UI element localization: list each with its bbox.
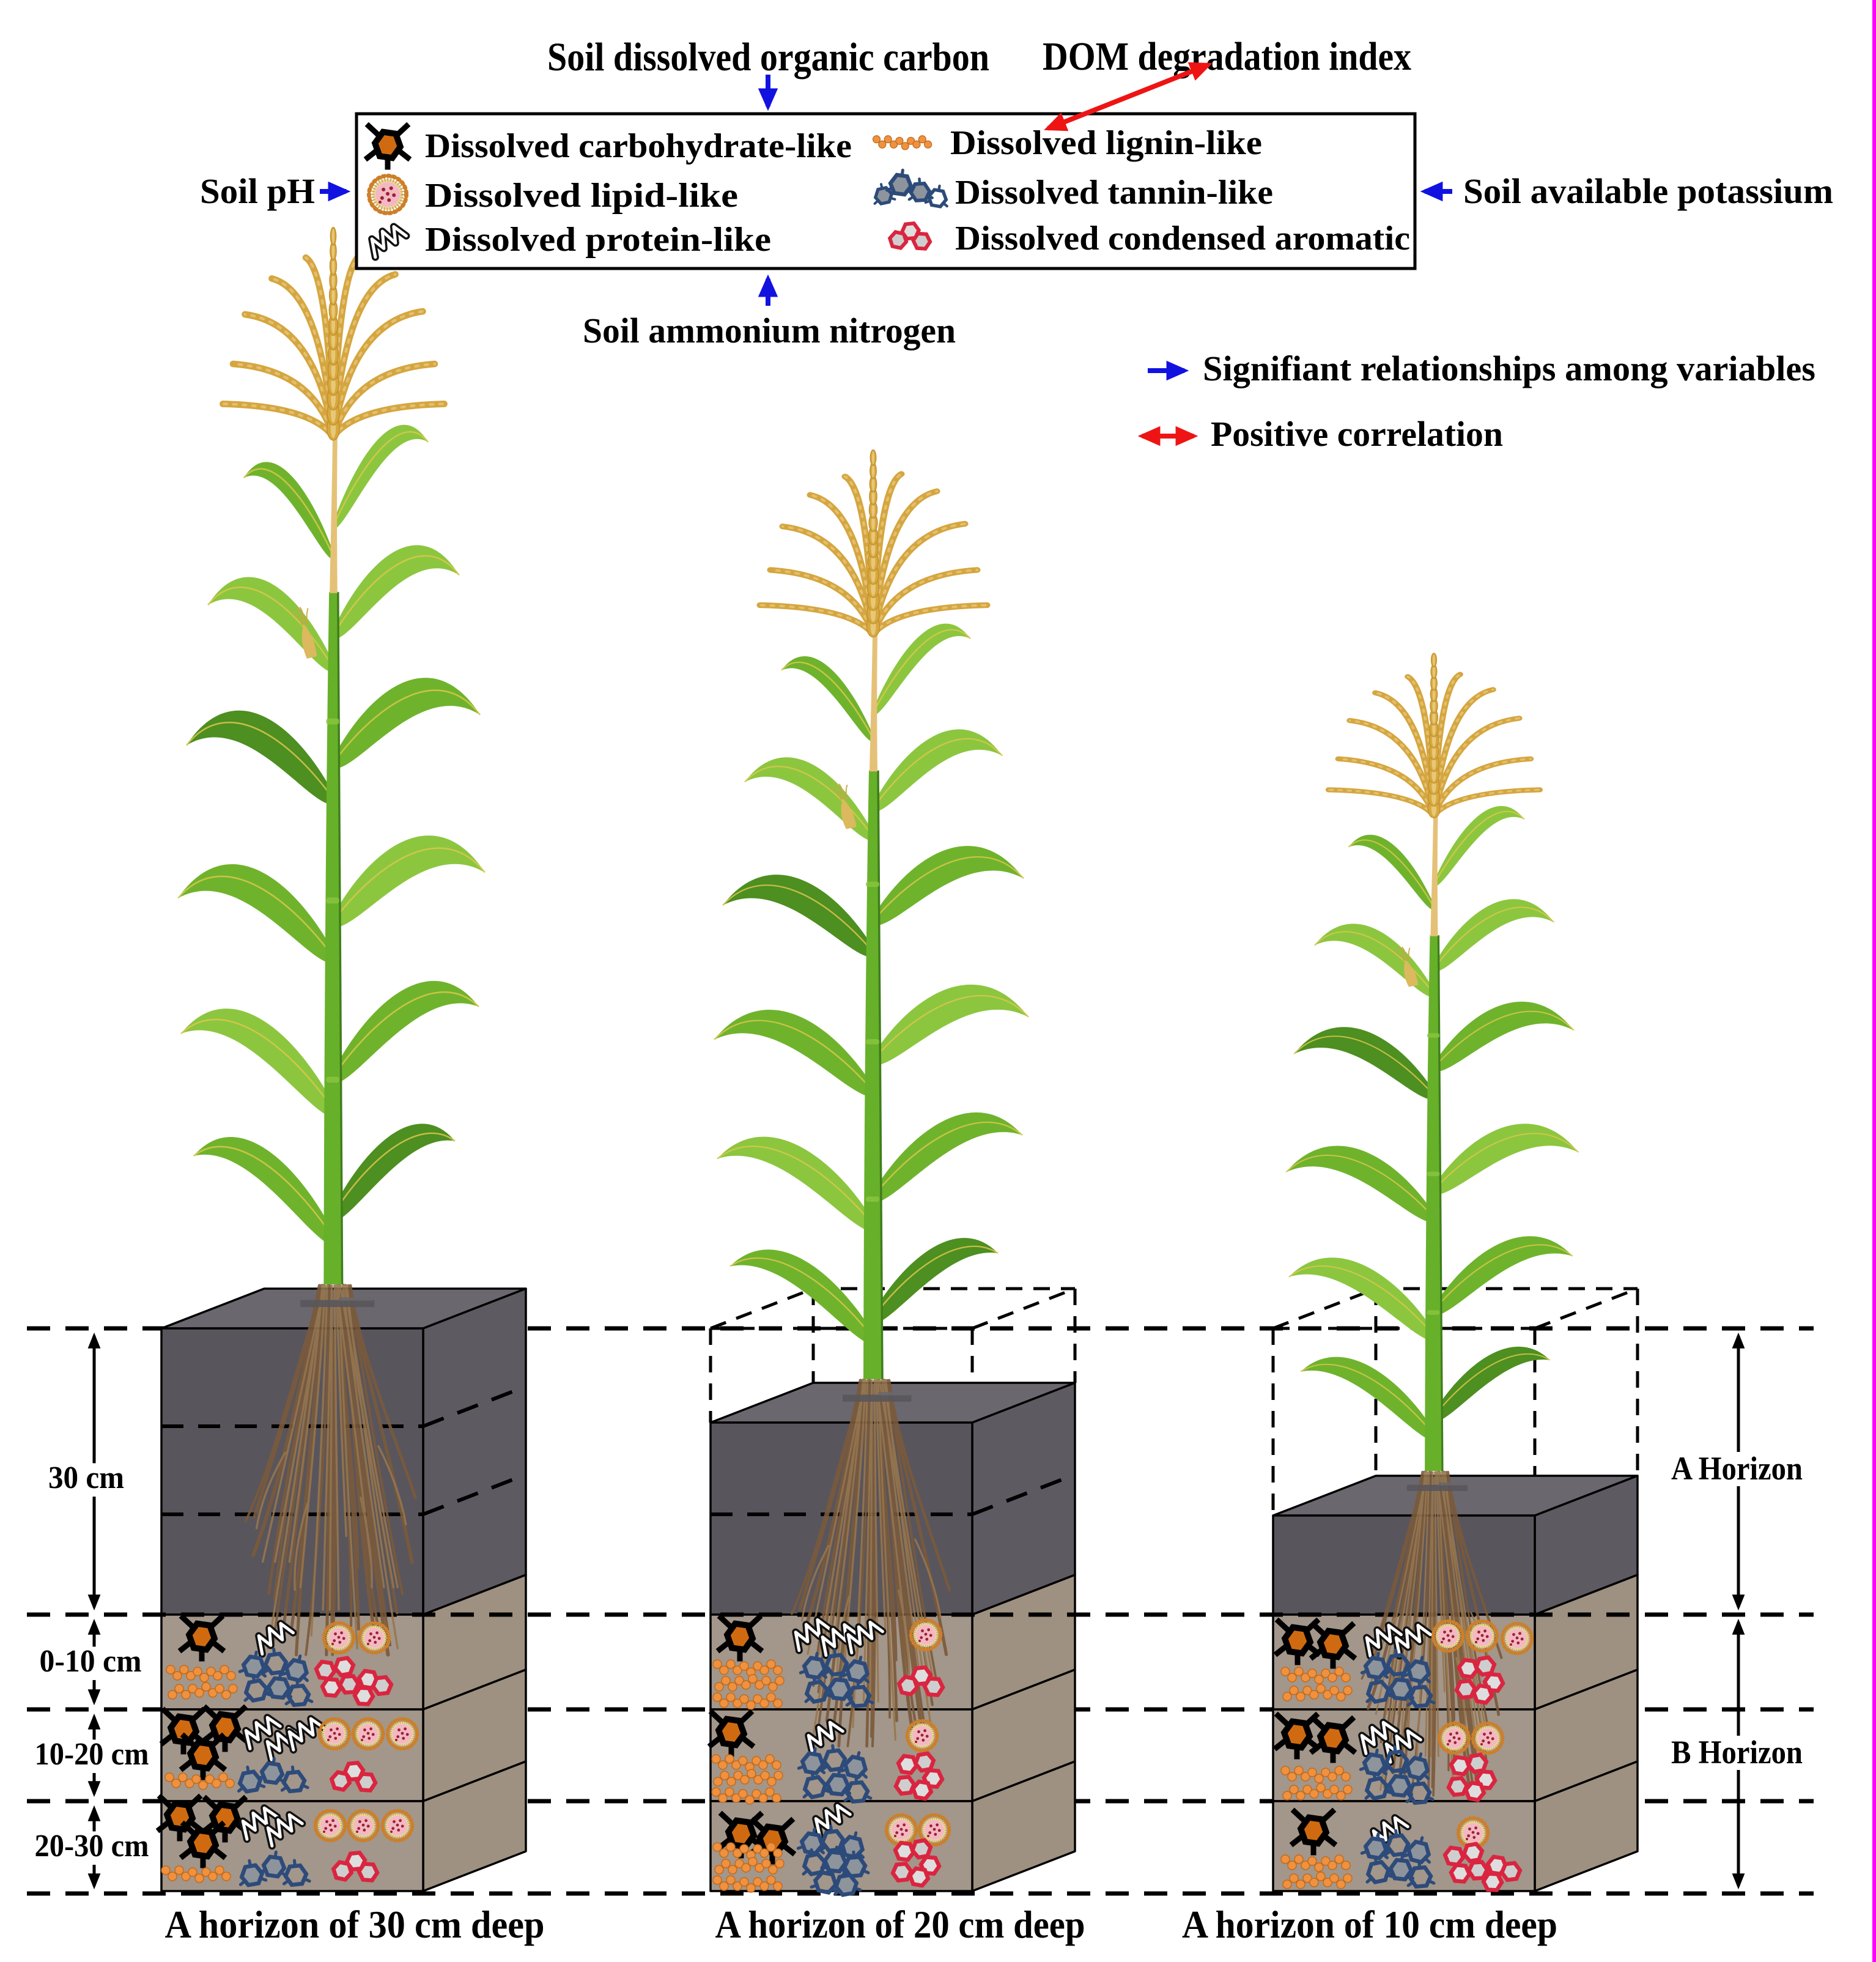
svg-text:10-20 cm: 10-20 cm bbox=[35, 1737, 149, 1772]
svg-text:B Horizon: B Horizon bbox=[1671, 1734, 1803, 1771]
svg-text:Soil dissolved organic carbon: Soil dissolved organic carbon bbox=[547, 35, 989, 80]
svg-text:Dissolved lipid-like: Dissolved lipid-like bbox=[425, 177, 738, 215]
svg-text:Dissolved lignin-like: Dissolved lignin-like bbox=[950, 124, 1262, 162]
svg-text:Soil ammonium nitrogen: Soil ammonium nitrogen bbox=[583, 311, 956, 350]
svg-text:DOM degradation index: DOM degradation index bbox=[1043, 34, 1411, 79]
svg-text:Soil available potassium: Soil available potassium bbox=[1463, 171, 1833, 211]
svg-text:30 cm: 30 cm bbox=[48, 1460, 124, 1495]
svg-text:0-10 cm: 0-10 cm bbox=[40, 1644, 142, 1679]
svg-text:A horizon of 10 cm deep: A horizon of 10 cm deep bbox=[1182, 1903, 1557, 1946]
svg-text:A horizon of 20 cm deep: A horizon of 20 cm deep bbox=[715, 1903, 1085, 1946]
svg-text:Dissolved protein-like: Dissolved protein-like bbox=[425, 221, 771, 259]
svg-text:Dissolved carbohydrate-like: Dissolved carbohydrate-like bbox=[425, 127, 852, 165]
svg-text:Dissolved tannin-like: Dissolved tannin-like bbox=[955, 174, 1273, 212]
svg-text:A horizon of 30 cm deep: A horizon of 30 cm deep bbox=[165, 1903, 545, 1946]
svg-text:Dissolved condensed aromatic: Dissolved condensed aromatic bbox=[955, 220, 1410, 257]
svg-text:20-30 cm: 20-30 cm bbox=[35, 1829, 149, 1864]
svg-text:Positive correlation: Positive correlation bbox=[1211, 414, 1503, 454]
svg-text:A Horizon: A Horizon bbox=[1671, 1450, 1803, 1487]
svg-text:Soil pH: Soil pH bbox=[200, 171, 315, 211]
svg-text:Signifiant relationships among: Signifiant relationships among variables bbox=[1203, 349, 1815, 388]
